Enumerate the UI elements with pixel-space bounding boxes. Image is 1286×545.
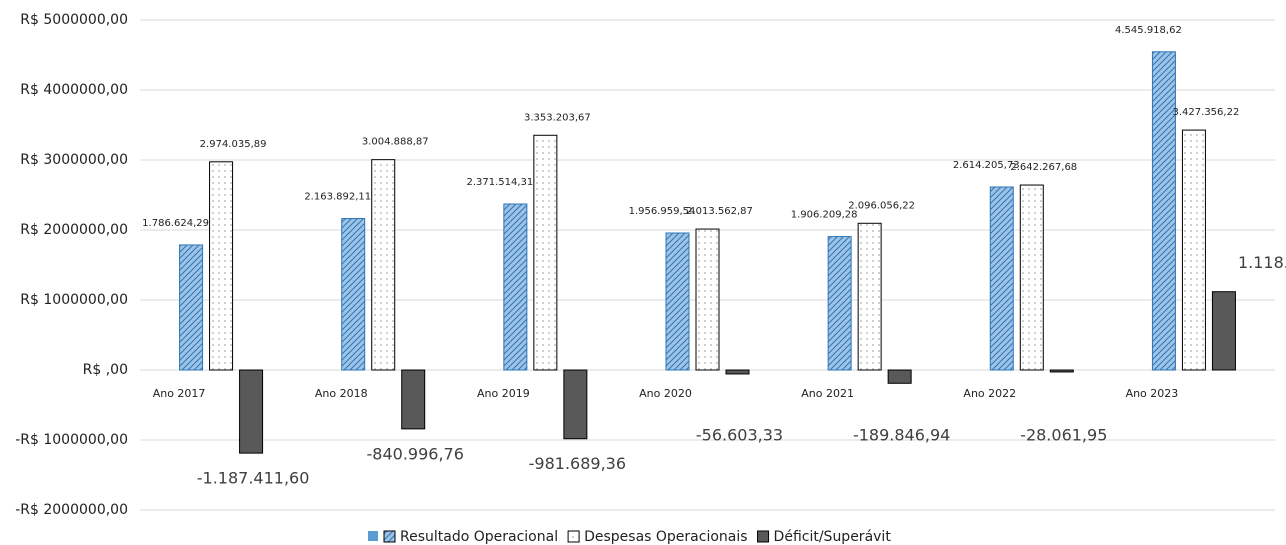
value-label: 2.371.514,31 (466, 177, 533, 188)
x-tick-label: Ano 2017 (153, 387, 206, 400)
value-label: 2.163.892,11 (304, 192, 371, 203)
bar (665, 232, 690, 371)
value-label: 1.786.624,29 (142, 218, 209, 229)
value-label: -981.689,36 (529, 454, 626, 473)
bar (209, 161, 234, 371)
y-tick-label: R$ ,00 (83, 362, 128, 378)
value-label: 1.906.209,28 (791, 210, 858, 221)
y-tick-label: R$ 3000000,00 (20, 152, 128, 168)
bar (827, 236, 852, 371)
value-label: 4.545.918,62 (1115, 25, 1182, 36)
bar (1211, 291, 1236, 371)
value-label: 1.956.959,54 (629, 206, 696, 217)
value-label: 1.118.562,40 (1238, 253, 1286, 272)
x-tick-label: Ano 2019 (477, 387, 530, 400)
bar (887, 369, 912, 384)
value-label: 2.096.056,22 (848, 200, 915, 211)
legend-marker (567, 530, 580, 543)
value-label: 2.013.562,87 (686, 206, 753, 217)
bar (341, 218, 366, 371)
legend-label: Déficit/Superávit (774, 529, 892, 545)
x-tick-label: Ano 2020 (639, 387, 692, 400)
bar (401, 369, 426, 430)
bar (695, 228, 720, 371)
bar (179, 244, 204, 371)
bar (1049, 369, 1074, 373)
x-tick-label: Ano 2022 (963, 387, 1016, 400)
bar (371, 159, 396, 371)
bar (533, 134, 558, 371)
value-label: -189.846,94 (853, 426, 950, 445)
bar (239, 369, 264, 454)
value-label: 2.642.267,68 (1010, 162, 1077, 173)
y-tick-label: R$ 5000000,00 (20, 12, 128, 28)
bar (563, 369, 588, 440)
bar (1019, 184, 1044, 371)
value-label: 3.353.203,67 (524, 112, 591, 123)
y-tick-label: R$ 2000000,00 (20, 222, 128, 238)
x-tick-label: Ano 2023 (1126, 387, 1179, 400)
value-label: 3.427.356,22 (1173, 107, 1240, 118)
value-label: -56.603,33 (696, 426, 783, 445)
legend-label: Resultado Operacional (400, 529, 558, 545)
y-tick-label: -R$ 2000000,00 (15, 502, 128, 518)
bar (503, 203, 528, 371)
bar (1151, 51, 1176, 371)
bar (725, 369, 750, 375)
bar (989, 186, 1014, 371)
legend-marker (757, 530, 770, 543)
value-label: -1.187.411,60 (197, 469, 310, 488)
legend-marker (383, 530, 396, 543)
legend-marker (368, 531, 378, 541)
y-tick-label: R$ 1000000,00 (20, 292, 128, 308)
bar (1181, 129, 1206, 371)
x-tick-label: Ano 2021 (801, 387, 854, 400)
legend-label: Despesas Operacionais (584, 529, 747, 545)
value-label: -840.996,76 (367, 444, 464, 463)
y-tick-label: R$ 4000000,00 (20, 82, 128, 98)
x-tick-label: Ano 2018 (315, 387, 368, 400)
y-tick-label: -R$ 1000000,00 (15, 432, 128, 448)
value-label: 2.974.035,89 (200, 139, 267, 150)
bar (857, 222, 882, 371)
value-label: 3.004.888,87 (362, 137, 429, 148)
value-label: -28.061,95 (1020, 426, 1107, 445)
value-label: 2.614.205,73 (953, 160, 1020, 171)
